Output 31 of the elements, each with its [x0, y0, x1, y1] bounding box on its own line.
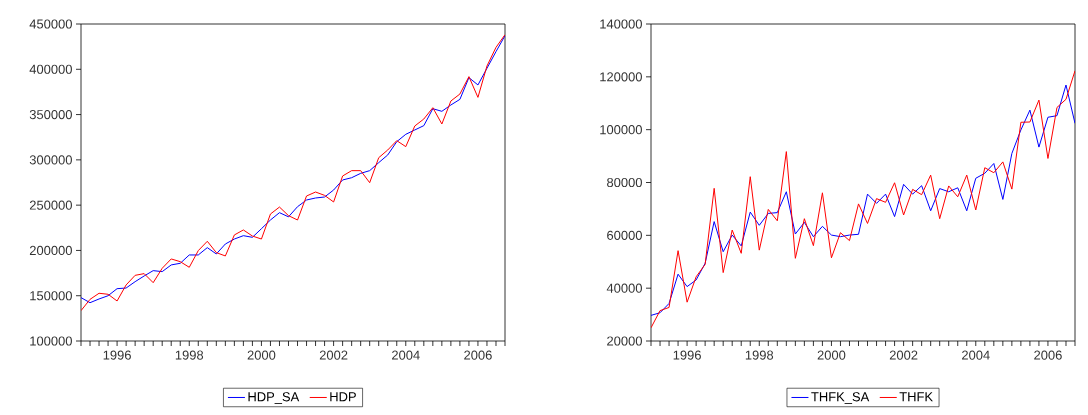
x-tick-label: 2004: [962, 350, 990, 360]
y-tick-label: 60000: [607, 230, 642, 240]
y-tick-label: 300000: [29, 155, 72, 165]
y-tick-label: 150000: [30, 291, 72, 301]
y-tick-label: 120000: [600, 72, 642, 82]
y-tick-label: 450000: [29, 19, 72, 29]
y-tick-label: 140000: [600, 19, 642, 29]
legend-label: HDP: [330, 392, 356, 402]
x-tick-label: 1998: [175, 350, 204, 360]
x-tick-label: 2006: [464, 350, 492, 360]
x-tick-label: 1996: [673, 350, 701, 360]
legend-label: HDP_SA: [248, 392, 300, 404]
x-tick-label: 2002: [889, 350, 918, 360]
y-tick-label: 100000: [600, 125, 642, 135]
x-tick-label: 2000: [817, 350, 846, 360]
x-tick-label: 2004: [392, 350, 420, 360]
legend-label: THFK: [899, 392, 933, 402]
y-tick-label: 20000: [607, 336, 642, 346]
x-tick-label: 1998: [745, 350, 774, 360]
y-tick-label: 400000: [29, 64, 72, 74]
y-tick-label: 200000: [29, 245, 72, 256]
y-tick-label: 350000: [29, 109, 72, 120]
y-tick-label: 250000: [29, 200, 72, 210]
y-tick-label: 80000: [607, 177, 642, 188]
x-tick-label: 2000: [247, 350, 276, 360]
x-tick-label: 1996: [103, 350, 131, 360]
y-tick-label: 40000: [606, 283, 642, 293]
x-tick-label: 2002: [319, 350, 348, 360]
y-tick-label: 100000: [30, 336, 72, 346]
x-tick-label: 2006: [1034, 350, 1062, 360]
legend-label: THFK_SA: [811, 392, 870, 404]
